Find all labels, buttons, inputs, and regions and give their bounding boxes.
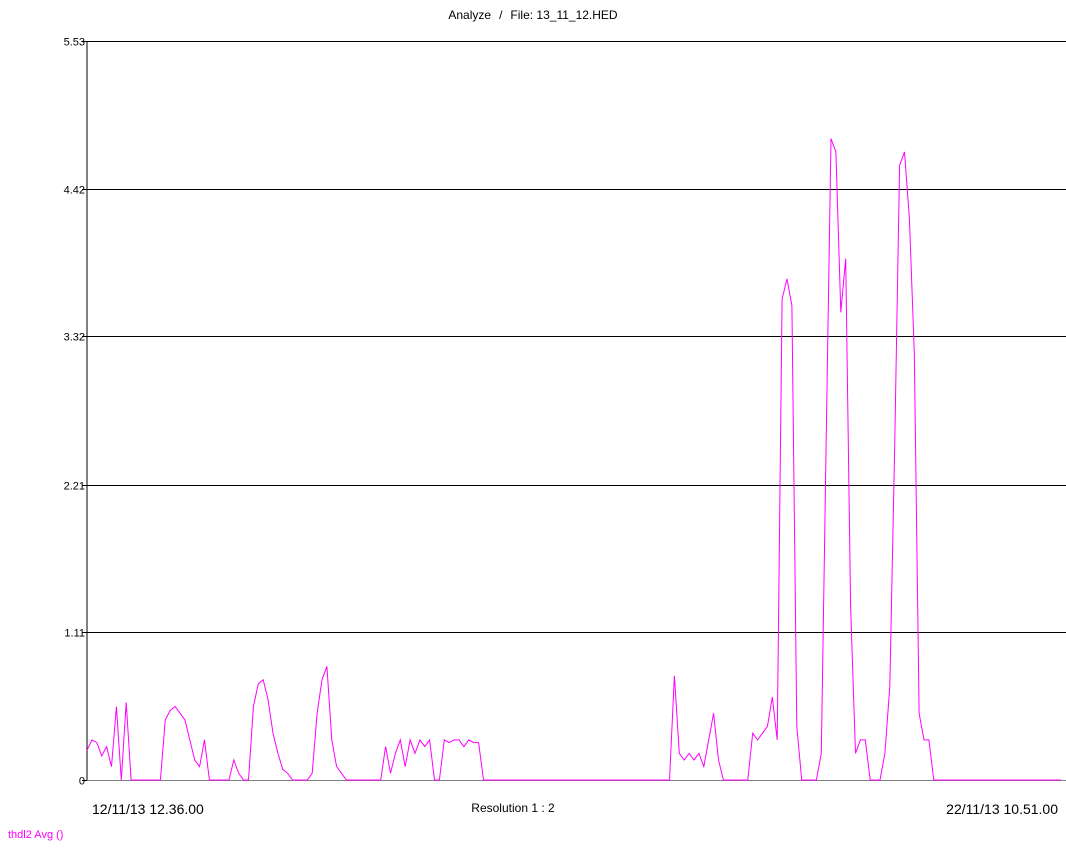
title-app-label: Analyze bbox=[448, 8, 492, 22]
resolution-label: Resolution 1 : 2 bbox=[471, 801, 555, 815]
title-file-label: File: 13_11_12.HED bbox=[510, 8, 618, 22]
title-separator: / bbox=[499, 8, 503, 22]
x-start-time: 12/11/13 12.36.00 bbox=[92, 801, 204, 817]
chart-title: Analyze / File: 13_11_12.HED bbox=[0, 8, 1066, 22]
legend-series-name: thdl2 Avg () bbox=[8, 829, 64, 841]
y-tick-label: 4.42 bbox=[64, 185, 85, 197]
x-end-time: 22/11/13 10.51.00 bbox=[946, 801, 1058, 817]
y-tick-label: 3.32 bbox=[64, 332, 85, 344]
y-tick-label: 5.53 bbox=[64, 37, 85, 49]
y-tick-label: 0 bbox=[79, 776, 85, 788]
y-tick-label: 2.21 bbox=[64, 481, 85, 493]
series-line bbox=[86, 138, 1062, 781]
y-tick-label: 1.11 bbox=[64, 628, 85, 640]
